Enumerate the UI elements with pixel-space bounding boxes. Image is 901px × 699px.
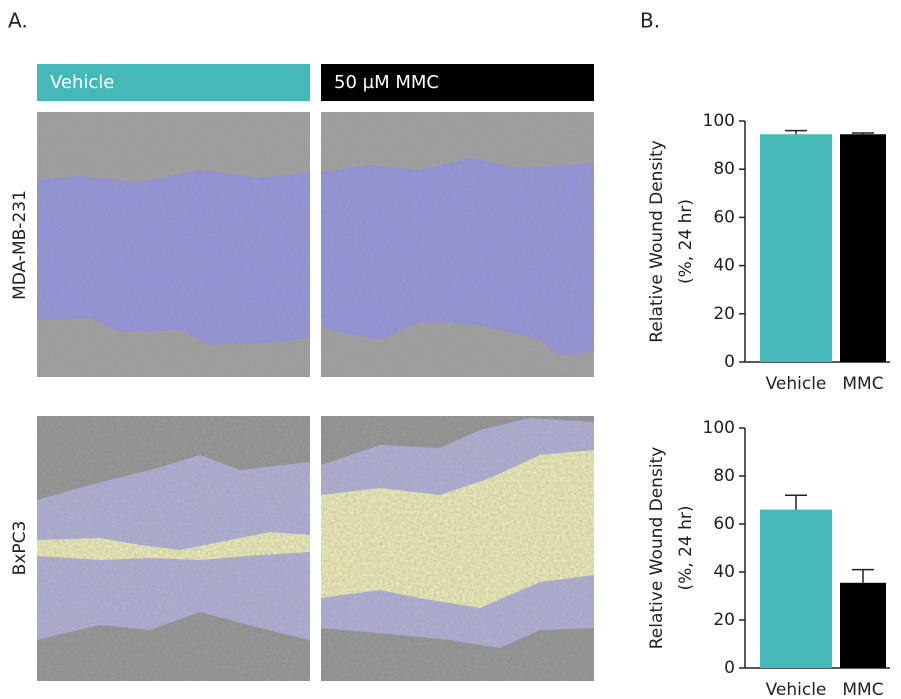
bar <box>840 134 886 362</box>
x-tick-label: MMC <box>842 680 883 699</box>
column-header-bg <box>321 64 594 101</box>
error-bar <box>852 568 874 583</box>
y-tick-label: 40 <box>713 256 735 276</box>
x-tick-label: Vehicle <box>766 680 827 699</box>
panel-label: A. <box>8 9 28 33</box>
error-bar <box>785 129 807 135</box>
column-header: Vehicle <box>50 72 114 93</box>
y-tick-label: 60 <box>713 207 735 227</box>
y-tick-label: 0 <box>724 658 735 678</box>
row-label: BxPC3 <box>10 521 30 576</box>
y-tick-label: 40 <box>713 562 735 582</box>
y-tick-label: 100 <box>703 418 735 438</box>
x-tick-label: MMC <box>842 374 883 394</box>
bar <box>760 134 832 362</box>
y-tick-label: 20 <box>713 304 735 324</box>
y-tick-label: 60 <box>713 514 735 534</box>
y-axis-label: Relative Wound Density <box>647 140 667 343</box>
y-axis-label: (%, 24 hr) <box>676 199 696 284</box>
row-label: MDA-MB-231 <box>10 190 30 300</box>
micrograph <box>321 112 594 377</box>
y-tick-label: 20 <box>713 610 735 630</box>
column-header-bg <box>37 64 310 101</box>
y-tick-label: 80 <box>713 159 735 179</box>
y-axis-label: (%, 24 hr) <box>676 505 696 590</box>
micrograph <box>37 416 310 681</box>
error-bar <box>785 494 807 510</box>
y-tick-label: 100 <box>703 111 735 131</box>
bar <box>840 582 886 668</box>
column-header: 50 µM MMC <box>334 72 439 93</box>
micrograph <box>321 416 594 681</box>
micrograph <box>37 112 310 377</box>
panel-label: B. <box>640 9 660 33</box>
y-axis-label: Relative Wound Density <box>647 447 667 650</box>
error-bar <box>852 132 874 135</box>
y-tick-label: 80 <box>713 466 735 486</box>
bar <box>760 509 832 668</box>
x-tick-label: Vehicle <box>766 374 827 394</box>
y-tick-label: 0 <box>724 352 735 372</box>
